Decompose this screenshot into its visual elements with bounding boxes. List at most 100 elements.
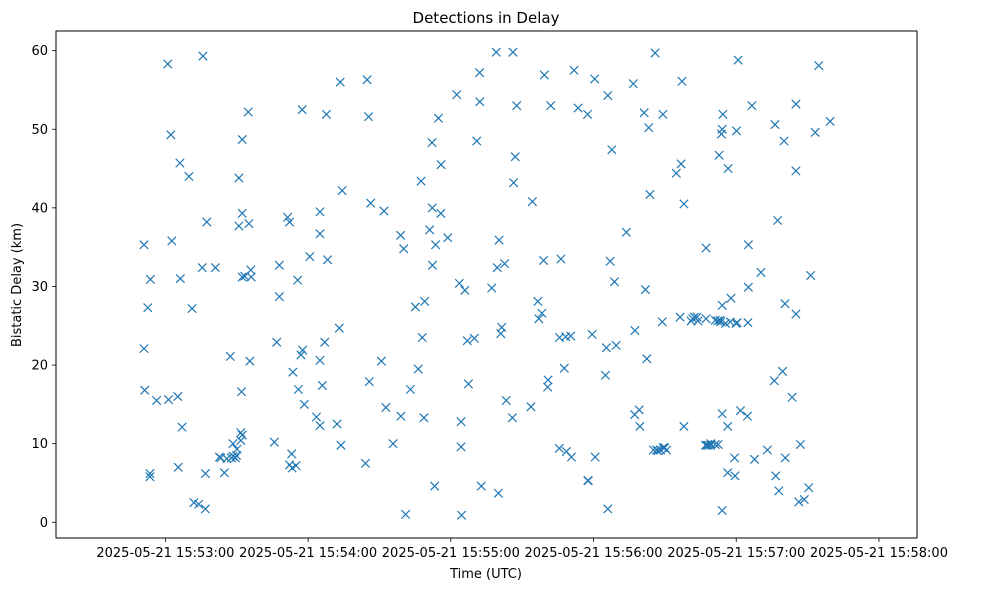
data-point-marker (334, 323, 344, 333)
data-point-marker (443, 233, 453, 243)
data-point-marker (543, 375, 553, 385)
data-point-marker (497, 322, 507, 332)
data-point-marker (184, 171, 194, 182)
data-point-marker (246, 265, 256, 275)
x-tick-label: 2025-05-21 15:57:00 (667, 546, 805, 561)
data-point-marker (729, 453, 740, 463)
data-point-marker (175, 158, 185, 168)
data-point-marker (246, 272, 256, 282)
data-point-marker (791, 166, 801, 176)
data-point-marker (794, 497, 804, 507)
x-tick-label: 2025-05-21 15:56:00 (524, 546, 662, 561)
data-point-marker (315, 355, 325, 365)
data-point-marker (376, 356, 386, 366)
data-point-marker (291, 461, 301, 471)
data-point-marker (779, 136, 789, 146)
data-point-marker (635, 421, 645, 432)
data-point-marker (236, 428, 246, 438)
data-point-marker (187, 303, 197, 314)
data-point-marker (743, 240, 753, 250)
data-point-marker (317, 380, 328, 391)
data-point-marker (723, 468, 733, 478)
data-point-marker (335, 77, 345, 87)
data-point-marker (475, 97, 485, 107)
y-axis-title: Bistatic Delay (km) (10, 223, 25, 347)
data-point-marker (693, 316, 703, 326)
data-point-marker (210, 262, 220, 273)
data-point-marker (151, 395, 162, 406)
data-point-marker (510, 152, 520, 162)
data-point-marker (336, 440, 346, 450)
data-point-marker (795, 439, 806, 450)
data-point-marker (456, 510, 467, 520)
data-point-marker (559, 363, 569, 373)
y-tick-label: 0 (40, 516, 48, 531)
data-point-marker (243, 107, 253, 117)
data-point-marker (430, 240, 441, 250)
data-point-marker (607, 145, 617, 155)
data-point-marker (644, 123, 654, 133)
data-point-marker (507, 413, 518, 423)
y-tick-label: 40 (31, 201, 48, 216)
data-point-marker (322, 255, 333, 265)
data-point-marker (603, 90, 613, 101)
data-point-marker (287, 449, 297, 459)
data-point-marker (166, 130, 176, 140)
data-point-marker (726, 293, 736, 303)
data-point-marker (611, 340, 621, 351)
data-point-marker (362, 75, 372, 85)
data-point-marker (671, 168, 681, 178)
data-point-marker (200, 468, 210, 479)
data-point-marker (476, 481, 486, 491)
data-point-marker (677, 76, 687, 86)
data-point-marker (533, 296, 543, 307)
data-point-marker (491, 47, 501, 57)
data-point-marker (360, 458, 371, 468)
y-tick-label: 30 (31, 280, 48, 295)
data-point-marker (743, 317, 753, 328)
data-point-marker (143, 303, 153, 313)
data-point-marker (732, 317, 742, 328)
data-point-marker (717, 505, 727, 516)
data-point-marker (771, 471, 781, 481)
data-point-marker (723, 163, 733, 174)
data-point-marker (293, 384, 303, 395)
data-point-marker (194, 499, 204, 509)
data-point-marker (462, 336, 472, 346)
x-tick-label: 2025-05-21 15:55:00 (382, 546, 520, 561)
data-point-marker (420, 296, 430, 307)
data-point-marker (600, 370, 611, 380)
data-point-marker (427, 203, 437, 213)
data-point-marker (413, 364, 423, 374)
data-point-marker (743, 282, 753, 292)
data-point-marker (225, 351, 235, 362)
data-point-marker (713, 439, 723, 450)
data-point-marker (762, 445, 773, 455)
data-point-marker (311, 412, 322, 422)
data-point-marker (177, 422, 187, 432)
data-point-marker (272, 337, 282, 347)
data-point-marker (731, 126, 742, 136)
data-point-marker (640, 284, 651, 295)
data-point-marker (715, 315, 725, 325)
data-point-marker (288, 367, 298, 377)
data-point-marker (419, 413, 429, 423)
data-point-marker (645, 189, 655, 200)
data-point-marker (425, 225, 435, 235)
data-point-marker (244, 218, 254, 229)
data-point-marker (332, 419, 342, 429)
data-point-marker (299, 399, 309, 409)
data-point-marker (200, 504, 210, 514)
data-point-marker (366, 198, 376, 208)
data-point-marker (139, 343, 149, 354)
data-point-marker (236, 435, 246, 446)
data-point-marker (269, 437, 279, 447)
data-point-marker (416, 176, 426, 186)
data-point-marker (494, 235, 504, 245)
data-point-marker (388, 439, 398, 449)
data-point-marker (379, 206, 389, 216)
data-point-marker (410, 302, 421, 312)
data-point-marker (601, 343, 611, 353)
data-point-marker (609, 277, 620, 287)
data-point-marker (639, 108, 649, 118)
